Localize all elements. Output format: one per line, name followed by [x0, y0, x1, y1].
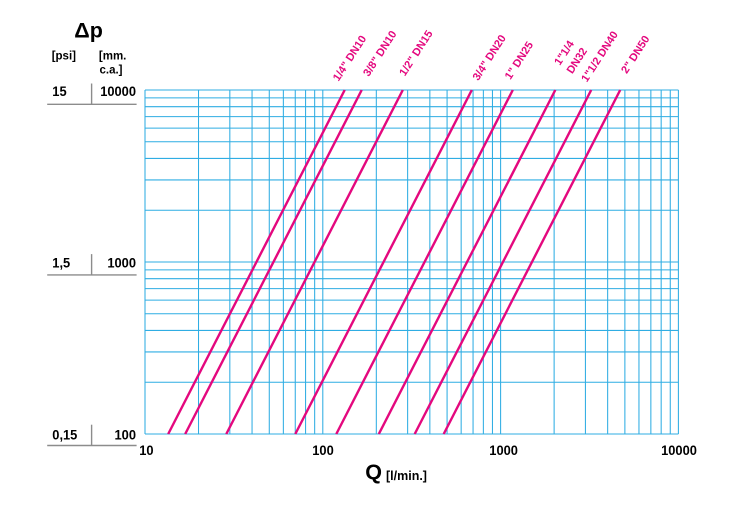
svg-text:10000: 10000 — [100, 83, 136, 99]
svg-text:Δp: Δp — [74, 19, 103, 43]
svg-text:10: 10 — [139, 443, 153, 459]
svg-text:100: 100 — [115, 427, 136, 443]
svg-text:10000: 10000 — [661, 443, 697, 459]
svg-text:1,5: 1,5 — [52, 255, 70, 271]
svg-text:c.a.]: c.a.] — [100, 64, 123, 76]
svg-text:0,15: 0,15 — [52, 427, 78, 443]
svg-text:[l/min.]: [l/min.] — [386, 469, 427, 483]
svg-text:[mm.: [mm. — [99, 51, 126, 63]
svg-text:100: 100 — [312, 443, 333, 459]
svg-text:[psi]: [psi] — [52, 51, 76, 63]
svg-text:Q: Q — [365, 460, 382, 484]
svg-text:1000: 1000 — [107, 255, 136, 271]
svg-text:15: 15 — [52, 83, 67, 99]
svg-text:1000: 1000 — [489, 443, 518, 459]
